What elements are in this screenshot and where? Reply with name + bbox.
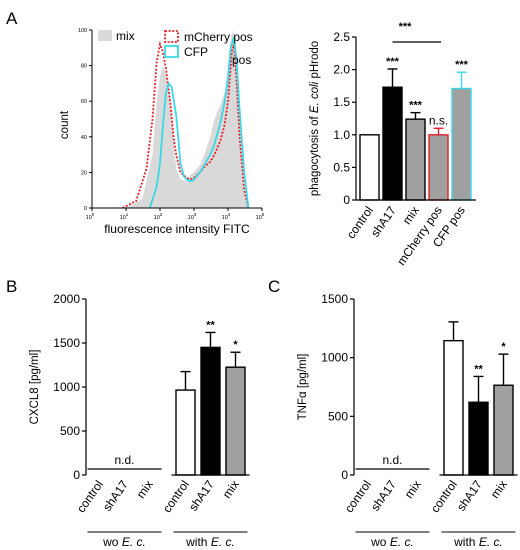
bar — [493, 384, 514, 476]
histogram-curves — [122, 30, 250, 209]
y-tick-label: 1500 — [321, 292, 348, 306]
category-label: control — [428, 478, 460, 516]
bar — [405, 118, 426, 201]
y-axis-label: TNFα [pg/ml] — [297, 354, 309, 421]
y-axis-label: CXCL8 [pg/ml] — [29, 350, 41, 425]
bar — [468, 401, 489, 476]
histogram-x-tick-label: 102 — [154, 212, 163, 221]
legend-label-mcherry: mCherry pos — [184, 30, 253, 44]
histogram-y-tick-label: 40 — [81, 135, 87, 141]
legend-label-mix: mix — [116, 29, 135, 43]
category-label: control — [344, 204, 376, 242]
bar — [175, 389, 196, 476]
y-tick-label: 0 — [73, 468, 80, 482]
histogram-y-label: count — [59, 110, 71, 139]
histogram-x-tick-label: 104 — [222, 212, 231, 221]
histogram-line-cfp — [148, 36, 250, 209]
y-tick-label: 0 — [341, 468, 348, 482]
bar — [428, 134, 449, 201]
significance-label: * — [501, 341, 506, 353]
significance-label: ** — [206, 319, 215, 331]
significance-label: * — [233, 339, 238, 351]
histogram-y-tick-label: 80 — [81, 64, 87, 70]
group-label: with E. c. — [453, 535, 503, 549]
histogram-x-ticks: 100 101 102 103 104 105 — [86, 208, 265, 221]
y-tick-label: 2.0 — [333, 63, 350, 77]
histogram-y-tick-label: 0 — [84, 206, 87, 212]
y-tick-label: 2000 — [53, 292, 80, 306]
bar — [443, 339, 464, 476]
y-axis-label: phagocytosis of E. coli pHrodo — [309, 41, 321, 196]
histogram-x-tick-label: 103 — [188, 212, 197, 221]
histogram-x-tick-label: 100 — [86, 212, 95, 221]
group-label: with E. c. — [185, 535, 235, 549]
legend-label-cfp: CFP — [184, 45, 208, 59]
legend-swatch-mix — [98, 30, 112, 41]
nd-label: n.d. — [382, 453, 402, 467]
histogram-plot: count fluorescence intensity FITC 0 20 40 6… — [59, 28, 265, 236]
y-tick-label: 1.0 — [333, 128, 350, 142]
y-tick-label: 2.5 — [333, 30, 350, 44]
bar — [451, 87, 472, 201]
phagocytosis-bar-chart: 0 0.5 1.0 1.5 2.0 2.5 phagocytosis of E. coli … — [309, 21, 476, 268]
significance-label: *** — [409, 100, 423, 112]
nd-label: n.d. — [114, 453, 134, 467]
bar — [200, 346, 221, 476]
legend-swatch-cfp — [164, 45, 179, 58]
panel-label-c: C — [268, 277, 280, 296]
panel-label-a: A — [6, 9, 18, 28]
bar — [382, 86, 403, 201]
histogram-x-label: fluorescence intensity FITC — [104, 222, 250, 236]
panel-label-b: B — [6, 277, 17, 296]
histogram-x-tick-label: 105 — [256, 212, 265, 221]
histogram-y-tick-label: 20 — [81, 170, 87, 176]
y-tick-label: 1500 — [53, 336, 80, 350]
group-label: wo E. c. — [370, 535, 414, 549]
y-tick-label: 1.5 — [333, 95, 350, 109]
y-tick-label: 1000 — [53, 380, 80, 394]
histogram-x-tick-label: 101 — [120, 212, 129, 221]
y-tick-label: 500 — [328, 409, 348, 423]
category-label: control — [160, 478, 192, 516]
bar — [359, 134, 380, 201]
category-label: control — [74, 478, 106, 516]
significance-label: *** — [386, 56, 400, 68]
y-tick-label: 0.5 — [333, 160, 350, 174]
legend-label-pos: pos — [232, 53, 251, 67]
bar — [225, 366, 246, 476]
category-label: shA17 — [368, 203, 399, 239]
histogram-y-ticks: 0 20 40 60 80 100 — [78, 28, 92, 212]
category-label: mix — [220, 478, 242, 501]
y-tick-label: 1000 — [321, 351, 348, 365]
histogram-y-tick-label: 60 — [81, 99, 87, 105]
category-label: shA17 — [186, 477, 217, 513]
category-label: control — [342, 478, 374, 516]
histogram-y-tick-label: 100 — [78, 28, 87, 34]
significance-label: n.s. — [429, 113, 448, 127]
y-tick-label: 500 — [60, 424, 80, 438]
histogram-line-mcherry — [122, 40, 250, 209]
histogram-area-mix — [126, 30, 249, 208]
significance-label: *** — [455, 59, 469, 71]
category-label: shA17 — [368, 477, 399, 513]
category-label: mix — [134, 478, 156, 501]
category-label: shA17 — [100, 477, 131, 513]
category-label: mix — [402, 478, 424, 501]
y-tick-label: 0 — [343, 193, 350, 207]
legend-swatch-mcherry — [164, 30, 179, 43]
bracket-significance: *** — [399, 21, 413, 33]
significance-label: ** — [474, 363, 483, 375]
category-label: shA17 — [454, 477, 485, 513]
group-label: wo E. c. — [102, 535, 146, 549]
category-label: mix — [488, 478, 510, 501]
